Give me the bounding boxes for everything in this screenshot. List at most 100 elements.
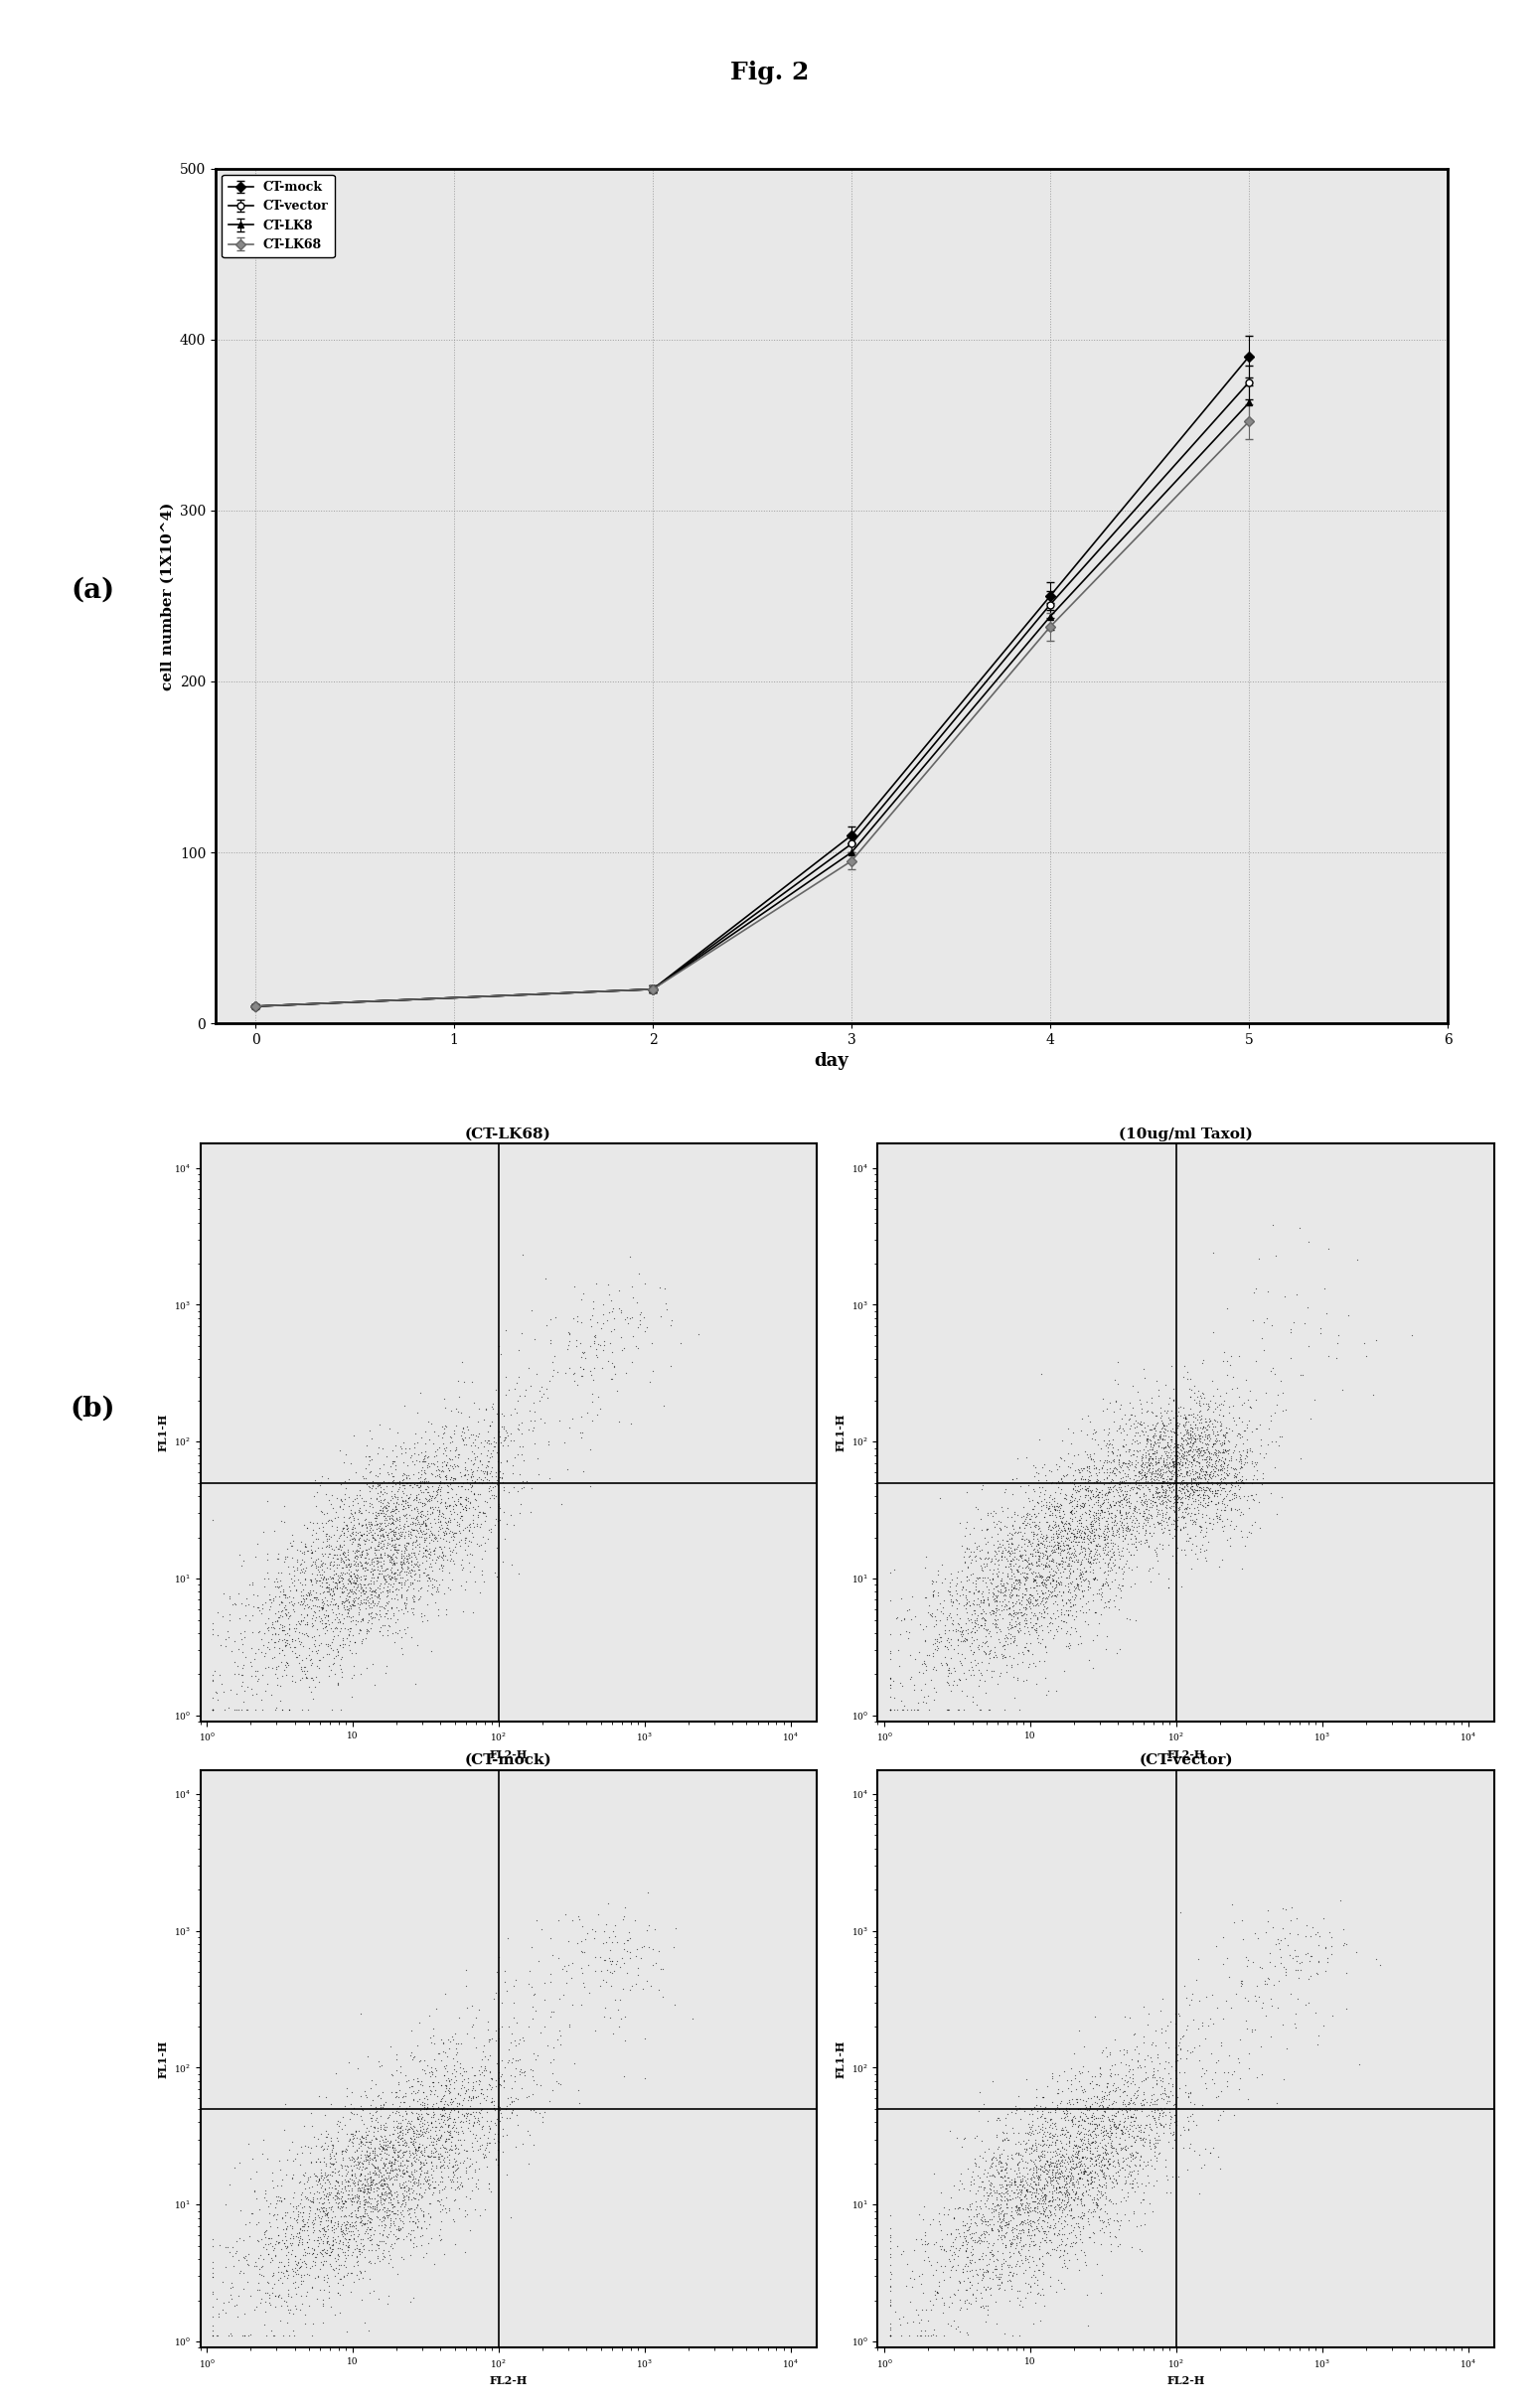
Point (411, 2117, 436, 2155)
Point (467, 2126, 491, 2165)
Point (1147, 2095, 1172, 2133)
Point (933, 1560, 958, 1599)
Point (1029, 2179, 1053, 2218)
Point (482, 2124, 507, 2162)
Point (460, 1452, 485, 1491)
Point (1110, 1409, 1135, 1447)
Point (490, 1459, 514, 1498)
Point (1163, 2052, 1187, 2090)
Point (343, 2223, 368, 2261)
Point (454, 1459, 479, 1498)
Point (1186, 1471, 1210, 1510)
Point (936, 1690, 961, 1729)
Point (354, 2184, 379, 2223)
Point (353, 2203, 377, 2242)
Point (400, 2227, 425, 2266)
Point (290, 1551, 314, 1589)
Point (1241, 1457, 1266, 1495)
Point (1103, 2071, 1127, 2109)
Point (1368, 1946, 1392, 1984)
Point (328, 2259, 353, 2297)
Point (1107, 2225, 1132, 2264)
Point (1069, 2141, 1093, 2179)
Point (1007, 2165, 1032, 2203)
Point (992, 2206, 1016, 2244)
Point (439, 2131, 464, 2170)
Point (1043, 1568, 1067, 1606)
Point (1096, 1517, 1121, 1556)
Point (1035, 2141, 1060, 2179)
Point (416, 2102, 440, 2141)
Point (354, 2160, 379, 2199)
Point (992, 2150, 1016, 2189)
Point (1123, 1445, 1147, 1483)
Point (296, 2227, 320, 2266)
Point (331, 2266, 356, 2304)
Point (1067, 2215, 1092, 2254)
Point (303, 2143, 328, 2182)
Point (319, 2158, 343, 2196)
Point (345, 1476, 370, 1515)
Point (290, 2189, 314, 2227)
Point (992, 1575, 1016, 1613)
Point (1050, 2112, 1075, 2150)
Point (1060, 2162, 1084, 2201)
Point (1013, 2278, 1038, 2316)
Point (314, 1568, 339, 1606)
Point (1149, 2090, 1173, 2129)
Point (276, 1594, 300, 1633)
Point (1141, 1416, 1166, 1454)
Point (1080, 2162, 1104, 2201)
Point (581, 1382, 605, 1421)
Point (1144, 1536, 1169, 1575)
Point (394, 2153, 419, 2191)
Point (1210, 1430, 1235, 1469)
Point (326, 2179, 351, 2218)
Point (336, 1594, 360, 1633)
Point (339, 1572, 363, 1611)
Point (276, 1625, 300, 1664)
Point (1127, 1416, 1152, 1454)
Point (379, 1522, 403, 1560)
Point (570, 1397, 594, 1435)
Point (200, 2220, 225, 2259)
Point (976, 1539, 1001, 1577)
Point (1110, 1488, 1135, 1527)
Point (367, 2189, 391, 2227)
Point (919, 1637, 944, 1676)
Point (1001, 2199, 1026, 2237)
Point (377, 1531, 402, 1570)
Point (1170, 1428, 1195, 1466)
Point (408, 2112, 433, 2150)
Point (1040, 2182, 1064, 2220)
Point (299, 2095, 323, 2133)
Point (314, 1635, 339, 1674)
Point (474, 2102, 499, 2141)
Point (1092, 1452, 1116, 1491)
Point (390, 1568, 414, 1606)
Point (1046, 1527, 1070, 1565)
Point (376, 2158, 400, 2196)
Point (1086, 1503, 1110, 1541)
Point (516, 1348, 541, 1387)
Point (316, 1628, 340, 1666)
Point (476, 1421, 500, 1459)
Point (1023, 1507, 1047, 1546)
Point (1100, 2071, 1124, 2109)
Point (1035, 2196, 1060, 2235)
Point (1060, 2170, 1084, 2208)
Point (474, 1454, 499, 1493)
Point (383, 1553, 408, 1592)
Point (1007, 1568, 1032, 1606)
Point (1018, 2117, 1043, 2155)
Point (1012, 1522, 1036, 1560)
Point (1170, 1445, 1195, 1483)
Point (350, 1572, 374, 1611)
Point (439, 2083, 464, 2121)
Point (1083, 1421, 1107, 1459)
Point (434, 2177, 459, 2215)
Point (391, 2155, 416, 2194)
Point (1281, 1303, 1306, 1341)
Point (1021, 1597, 1046, 1635)
Point (411, 1536, 436, 1575)
